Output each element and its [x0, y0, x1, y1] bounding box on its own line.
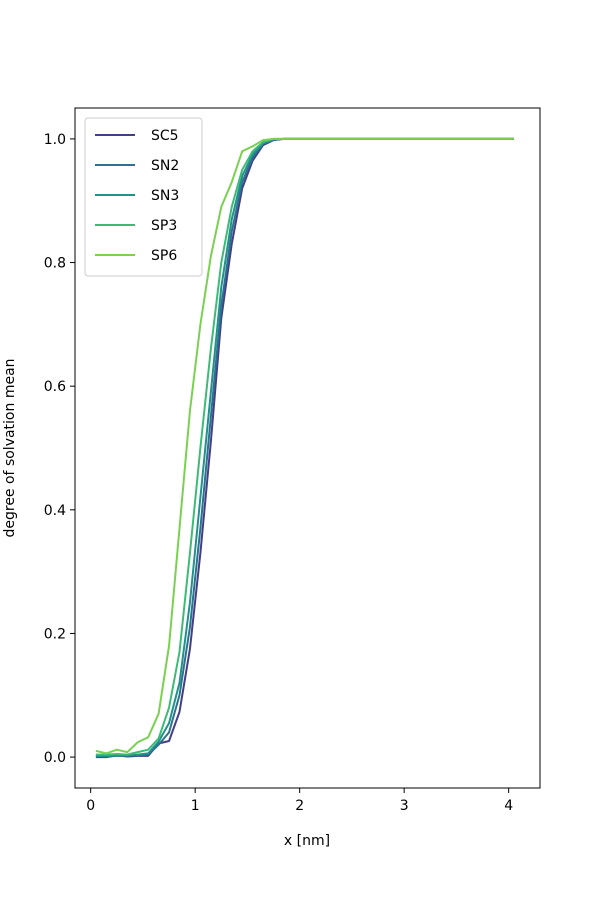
y-tick-label: 0.4 — [44, 503, 66, 519]
x-axis-ticks: 0 1 2 3 4 — [86, 788, 513, 814]
y-tick-label: 0.6 — [44, 379, 66, 395]
legend-label-sc5: SC5 — [151, 128, 179, 144]
legend-box — [84, 117, 203, 277]
x-tick-label: 3 — [400, 798, 409, 814]
y-tick-label: 0.2 — [44, 626, 66, 642]
legend-label-sp3: SP3 — [151, 218, 177, 234]
y-axis-label: degree of solvation mean — [2, 358, 18, 537]
y-tick-label: 1.0 — [44, 132, 66, 148]
plot-frame — [74, 107, 541, 789]
y-tick-label: 0.0 — [44, 750, 66, 766]
x-tick-label: 1 — [191, 798, 200, 814]
series-line-sp6 — [95, 137, 514, 755]
series-lines — [95, 137, 514, 759]
x-tick-label: 0 — [86, 798, 95, 814]
x-tick-label: 4 — [504, 798, 513, 814]
legend-label-sn2: SN2 — [151, 158, 179, 174]
legend: SC5 SN2 SN3 SP3 SP6 — [84, 117, 203, 277]
y-axis-ticks: 0.0 0.2 0.4 0.6 0.8 1.0 — [44, 132, 75, 766]
legend-label-sn3: SN3 — [151, 188, 179, 204]
x-axis-label: x [nm] — [284, 833, 330, 849]
y-tick-label: 0.8 — [44, 256, 66, 272]
x-tick-label: 2 — [295, 798, 304, 814]
legend-label-sp6: SP6 — [151, 248, 177, 264]
